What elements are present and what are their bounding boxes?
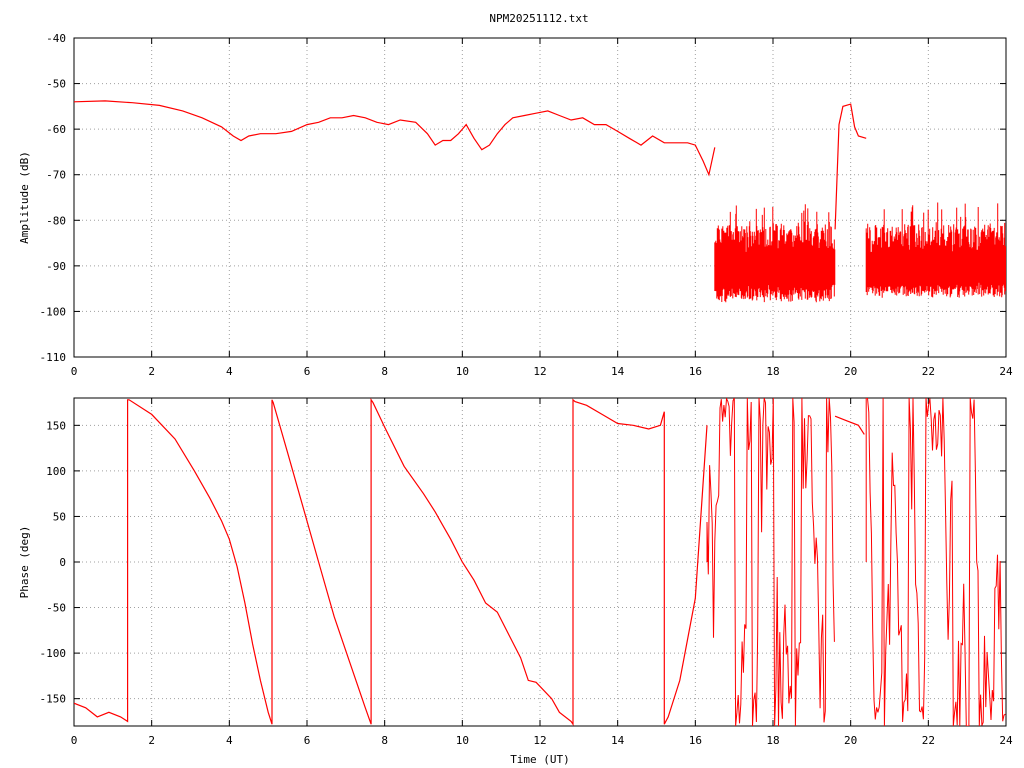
x-tick-label: 2 [148,734,155,747]
x-tick-label: 6 [304,734,311,747]
x-tick-label: 4 [226,365,233,378]
amplitude-tick-labels: 0 2 4 6 8 10 12 14 16 18 20 22 24-40-50-60-70-80-90-… [40,32,1013,378]
y-tick-label: -80 [46,214,66,227]
x-tick-label: 14 [611,734,625,747]
y-tick-label: 50 [53,510,66,523]
y-tick-label: -100 [40,305,67,318]
series-segment [834,103,867,230]
x-tick-label: 20 [844,365,857,378]
x-tick-label: 24 [999,365,1013,378]
x-tick-label: 22 [922,365,935,378]
series-lines [74,100,1006,303]
amplitude-series [74,100,1006,303]
amplitude-grid [74,38,1006,357]
x-tick-label: 0 [71,365,78,378]
amplitude-y-axis-label: Amplitude (dB) [18,151,31,244]
x-tick-label: 12 [533,734,546,747]
x-tick-label: 6 [304,365,311,378]
phase-x-axis-label: Time (UT) [510,753,570,766]
x-tick-label: 22 [922,734,935,747]
x-tick-label: 12 [533,365,546,378]
amplitude-panel: 0 2 4 6 8 10 12 14 16 18 20 22 24-40-50-60-70-80-90-… [18,32,1013,378]
x-tick-label: 0 [71,734,78,747]
y-tick-label: -100 [40,647,67,660]
y-tick-label: -50 [46,602,66,615]
x-tick-label: 8 [381,365,388,378]
x-tick-label: 16 [689,365,702,378]
x-tick-label: 14 [611,365,625,378]
noise-band [865,202,1006,298]
phase-panel: 0 2 4 6 8 10 12 14 16 18 20 22 24150100500-50-100-15… [18,397,1013,766]
x-tick-label: 16 [689,734,702,747]
y-tick-label: 0 [59,556,66,569]
phase-noise [865,398,1006,726]
y-tick-label: -90 [46,260,66,273]
y-tick-label: -60 [46,123,66,136]
amplitude-ticks [73,37,1007,358]
y-tick-label: 100 [46,465,66,478]
phase-y-axis-label: Phase (deg) [18,526,31,599]
x-tick-label: 24 [999,734,1013,747]
y-tick-label: -50 [46,78,66,91]
x-tick-label: 18 [766,734,779,747]
series-line [74,100,716,177]
series-segment [834,415,865,435]
phase-noise [706,398,835,726]
chart-title: NPM20251112.txt [489,12,588,25]
y-tick-label: -40 [46,32,66,45]
y-tick-label: -150 [40,693,67,706]
x-tick-label: 10 [456,365,469,378]
series-line [74,398,708,726]
x-tick-label: 2 [148,365,155,378]
x-tick-label: 4 [226,734,233,747]
y-tick-label: -110 [40,351,67,364]
y-tick-label: 150 [46,419,66,432]
x-tick-label: 8 [381,734,388,747]
noise-band [714,204,836,303]
x-tick-label: 10 [456,734,469,747]
y-tick-label: -70 [46,169,66,182]
x-tick-label: 20 [844,734,857,747]
series-lines [74,398,1006,726]
phase-tick-labels: 0 2 4 6 8 10 12 14 16 18 20 22 24150100500-50-100-15… [40,419,1013,747]
x-tick-label: 18 [766,365,779,378]
phase-series [74,398,1006,726]
phase-grid [74,398,1006,726]
